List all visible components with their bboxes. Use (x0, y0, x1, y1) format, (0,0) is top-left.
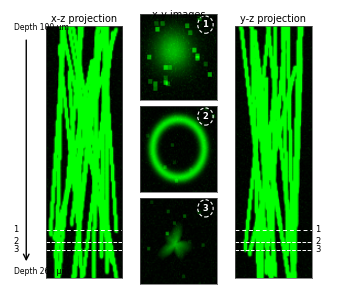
Title: x-z projection: x-z projection (51, 14, 117, 24)
Text: 3: 3 (13, 245, 19, 254)
Text: 1: 1 (203, 20, 208, 29)
Text: 2: 2 (203, 112, 208, 121)
Text: 2: 2 (315, 237, 321, 246)
Text: 3: 3 (203, 204, 208, 213)
Text: 1: 1 (315, 225, 321, 234)
Text: Depth 100 μm: Depth 100 μm (14, 23, 69, 32)
Text: 1: 1 (13, 225, 19, 234)
Text: 3: 3 (315, 245, 321, 254)
Text: x-y images: x-y images (152, 10, 205, 20)
Title: y-z projection: y-z projection (240, 14, 306, 24)
Text: 2: 2 (13, 237, 19, 246)
Text: Depth 260 μm: Depth 260 μm (14, 267, 69, 276)
